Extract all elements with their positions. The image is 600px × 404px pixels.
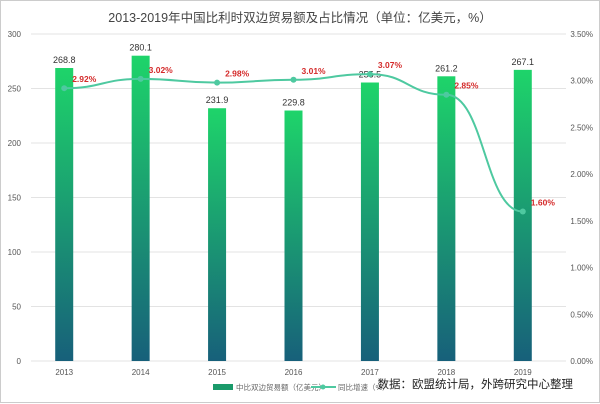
right-tick-label: 1.00%: [570, 264, 593, 273]
bar-label: 229.8: [282, 98, 305, 108]
legend-bar-label: 中比双边贸易额（亿美元）: [236, 382, 326, 392]
line-label: 2.98%: [225, 69, 250, 79]
right-tick-label: 0.50%: [570, 310, 593, 319]
right-tick-label: 0.00%: [570, 357, 593, 366]
right-tick-label: 3.50%: [570, 30, 593, 39]
left-tick-label: 200: [8, 139, 22, 148]
line-label: 3.01%: [302, 66, 327, 76]
line-label: 1.60%: [531, 198, 556, 208]
right-tick-label: 3.00%: [570, 77, 593, 86]
line-label: 2.92%: [72, 74, 97, 84]
x-tick-label: 2015: [208, 368, 226, 377]
x-tick-label: 2018: [437, 368, 455, 377]
bar: [55, 68, 74, 362]
bar: [437, 76, 456, 362]
source-note: 数据：欧盟统计局，外跨研究中心整理: [377, 379, 574, 391]
bar-label: 231.9: [206, 95, 229, 105]
line-point: [290, 76, 297, 83]
left-tick-label: 300: [8, 30, 22, 39]
legend-bar-swatch: [213, 384, 233, 390]
left-tick-label: 250: [8, 85, 22, 94]
right-tick-label: 2.50%: [570, 123, 593, 132]
x-tick-label: 2017: [361, 368, 379, 377]
bar-label: 268.8: [53, 55, 76, 65]
line-point: [519, 208, 526, 215]
x-tick-label: 2014: [132, 368, 150, 377]
right-tick-label: 1.50%: [570, 217, 593, 226]
left-tick-label: 50: [12, 303, 21, 312]
right-tick-label: 2.00%: [570, 170, 593, 179]
line-label: 2.85%: [454, 81, 479, 91]
line-point: [443, 91, 450, 98]
left-tick-label: 150: [8, 194, 22, 203]
bar-label: 280.1: [129, 43, 152, 53]
line-point: [61, 85, 68, 92]
left-tick-label: 100: [8, 248, 22, 257]
bar-label: 267.1: [512, 57, 535, 67]
chart-title: 2013-2019年中国比利时双边贸易额及占比情况（单位：亿美元，%）: [108, 11, 492, 25]
bar: [131, 55, 150, 361]
line-point: [214, 79, 221, 86]
bar-label: 261.2: [435, 63, 458, 73]
bar: [360, 82, 379, 361]
line-label: 3.07%: [378, 60, 403, 70]
x-tick-label: 2019: [514, 368, 532, 377]
bar: [513, 69, 532, 362]
bar: [284, 110, 303, 361]
legend-line-marker: [320, 384, 326, 390]
legend-line-label: 同比增速（%）: [338, 382, 390, 392]
x-tick-label: 2013: [55, 368, 73, 377]
left-tick-label: 0: [17, 357, 22, 366]
line-label: 3.02%: [149, 65, 174, 75]
bar: [208, 108, 227, 361]
line-point: [137, 75, 144, 82]
line-point: [366, 71, 373, 78]
x-tick-label: 2016: [285, 368, 303, 377]
